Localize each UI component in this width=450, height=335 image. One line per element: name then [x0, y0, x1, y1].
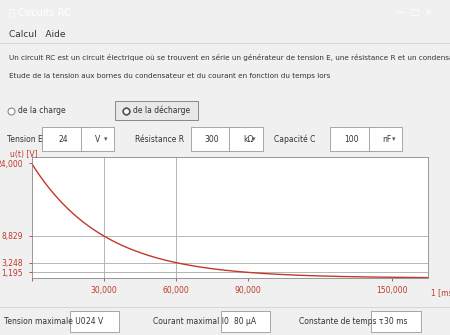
Text: u(t) [V]: u(t) [V]	[10, 150, 37, 159]
Text: Etude de la tension aux bornes du condensateur et du courant en fonction du temp: Etude de la tension aux bornes du conden…	[9, 73, 330, 79]
FancyBboxPatch shape	[220, 311, 270, 332]
Text: kΩ: kΩ	[243, 135, 253, 143]
FancyBboxPatch shape	[42, 127, 85, 151]
Text: de la décharge: de la décharge	[133, 106, 190, 115]
Text: Tension maximale U0: Tension maximale U0	[4, 317, 86, 326]
FancyBboxPatch shape	[191, 127, 234, 151]
FancyBboxPatch shape	[371, 311, 421, 332]
Text: 24 V: 24 V	[86, 317, 103, 326]
FancyBboxPatch shape	[229, 127, 263, 151]
FancyBboxPatch shape	[81, 127, 114, 151]
Text: —  □  ✕: — □ ✕	[396, 8, 432, 17]
FancyBboxPatch shape	[330, 127, 373, 151]
Text: ⬛ Circuits RC: ⬛ Circuits RC	[9, 8, 71, 17]
Text: 80 μA: 80 μA	[234, 317, 256, 326]
Text: ▾: ▾	[104, 136, 107, 142]
Text: Courant maximal I0: Courant maximal I0	[153, 317, 229, 326]
Text: 1 [ms]: 1 [ms]	[432, 288, 450, 297]
FancyBboxPatch shape	[115, 101, 198, 120]
Text: 30 ms: 30 ms	[384, 317, 408, 326]
Text: Un circuit RC est un circuit électrique où se trouvent en série un générateur de: Un circuit RC est un circuit électrique …	[9, 54, 450, 61]
Text: ▾: ▾	[392, 136, 395, 142]
Text: Capacité C: Capacité C	[274, 134, 316, 144]
Text: 100: 100	[344, 135, 358, 143]
Text: ▾: ▾	[252, 136, 256, 142]
Text: de la charge: de la charge	[18, 106, 66, 115]
Text: Constante de temps τ: Constante de temps τ	[299, 317, 383, 326]
Text: Tension E: Tension E	[7, 135, 42, 143]
Text: 300: 300	[204, 135, 219, 143]
Text: V: V	[94, 135, 100, 143]
Text: Résistance R: Résistance R	[135, 135, 184, 143]
Text: 24: 24	[58, 135, 68, 143]
Text: nF: nF	[382, 135, 392, 143]
FancyBboxPatch shape	[70, 311, 119, 332]
FancyBboxPatch shape	[369, 127, 402, 151]
Text: Calcul   Aide: Calcul Aide	[9, 30, 66, 39]
